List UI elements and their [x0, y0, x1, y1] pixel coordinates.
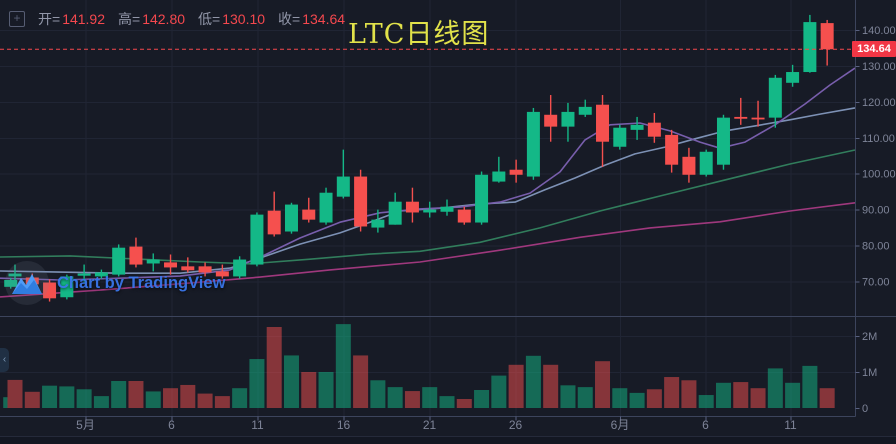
- tradingview-watermark[interactable]: Chart by TradingView: [5, 261, 225, 305]
- candle-body: [215, 271, 229, 277]
- price-axis-label: 120.00: [862, 97, 896, 109]
- candle-body: [440, 206, 454, 212]
- candle-body: [388, 201, 402, 225]
- candle-body: [302, 209, 316, 220]
- candle-body: [129, 246, 143, 265]
- price-axis-label: 90.00: [862, 205, 890, 217]
- ma-fast-purple: [0, 67, 856, 281]
- candle-body: [768, 77, 782, 118]
- time-axis-label: 16: [337, 418, 351, 432]
- time-axis-label: 6月: [611, 418, 630, 432]
- axis-labels[interactable]: 140.00 130.00 120.00 110.00 100.00 90.00 80.00…: [76, 25, 896, 432]
- legend-open: 开= 141.92: [38, 11, 106, 27]
- candle-body: [578, 106, 592, 115]
- candle-body: [734, 116, 748, 119]
- close-value: 134.64: [302, 11, 346, 27]
- current-price-badge: 134.64: [852, 41, 896, 57]
- legend-low: 低= 130.10: [198, 11, 266, 27]
- high-value: 142.80: [142, 11, 186, 27]
- candle-body: [146, 259, 160, 264]
- candle-body: [233, 259, 247, 277]
- candle-body: [371, 219, 385, 228]
- candle-body: [544, 114, 558, 127]
- candle-body: [423, 209, 437, 213]
- candle-body: [8, 273, 22, 277]
- candle-body: [716, 117, 730, 165]
- candle-body: [492, 171, 506, 182]
- candle-body: [43, 282, 57, 299]
- candle-body: [475, 174, 489, 223]
- candle-body: [647, 122, 661, 137]
- watermark-label: Chart by TradingView: [57, 273, 226, 292]
- price-axis-label: 80.00: [862, 241, 890, 253]
- price-axis-label: 100.00: [862, 169, 896, 181]
- volume-bars: [3, 324, 835, 408]
- bottom-toolbar-strip: [0, 436, 896, 444]
- candle-body: [112, 247, 126, 275]
- time-axis-label: 6: [168, 418, 175, 432]
- candles-layer: [4, 14, 834, 302]
- time-axis-label: 21: [423, 418, 437, 432]
- candle-body: [699, 151, 713, 175]
- candle-body: [198, 266, 212, 273]
- low-value: 130.10: [222, 11, 266, 27]
- candle-body: [181, 266, 195, 271]
- candle-body: [561, 111, 575, 127]
- candle-body: [682, 156, 696, 175]
- pane-collapse-button[interactable]: ‹: [0, 348, 9, 372]
- candle-body: [613, 127, 627, 147]
- candle-body: [509, 169, 523, 175]
- time-axis-label: 11: [251, 418, 264, 432]
- candle-body: [596, 104, 610, 142]
- time-axis-label: 6: [702, 418, 709, 432]
- candle-body: [665, 134, 679, 165]
- price-axis-label: 130.00: [862, 61, 896, 73]
- candle-body: [405, 201, 419, 213]
- volume-axis-label: 0: [862, 403, 868, 415]
- candle-body: [786, 72, 800, 83]
- candle-body: [526, 111, 540, 177]
- tradingview-logo-icon: [5, 261, 49, 305]
- axis-ticks: [85, 30, 860, 421]
- price-axis-label: 110.00: [862, 133, 895, 145]
- ma-long-magenta: [0, 202, 856, 298]
- page-title: LTC日线图: [348, 19, 490, 50]
- candle-body: [94, 272, 108, 277]
- time-axis-label: 26: [509, 418, 523, 432]
- candle-body: [164, 262, 178, 268]
- add-compare-icon[interactable]: +: [9, 11, 25, 27]
- candle-body: [319, 192, 333, 223]
- legend-high: 高= 142.80: [118, 11, 186, 27]
- logo-mountain-icon: [12, 274, 42, 294]
- candle-body: [4, 280, 18, 287]
- candle-body: [820, 23, 834, 50]
- candle-body: [630, 124, 644, 130]
- volume-axis-label: 1M: [862, 367, 877, 379]
- time-axis-label: 11: [784, 418, 797, 432]
- price-axis-label: 70.00: [862, 276, 890, 288]
- axes: [0, 0, 896, 421]
- candle-body: [77, 273, 91, 276]
- candle-body: [284, 204, 298, 232]
- legend-close: 收= 134.64: [278, 11, 346, 27]
- candle-body: [267, 210, 281, 235]
- candle-body: [336, 176, 350, 197]
- time-axis-label: 5月: [76, 418, 95, 432]
- open-value: 141.92: [62, 11, 106, 27]
- candle-body: [354, 176, 368, 227]
- candle-body: [60, 276, 74, 298]
- candle-body: [803, 22, 817, 73]
- ohlc-legend: + 开= 141.92 高= 142.80 低= 130.10 收= 134.6…: [9, 11, 345, 27]
- candle-body: [457, 209, 471, 223]
- price-axis-label: 140.00: [862, 25, 896, 37]
- volume-axis-label: 2M: [862, 331, 877, 343]
- candle-body: [250, 214, 264, 265]
- ma-slow-green: [0, 149, 856, 265]
- candle-body: [751, 117, 765, 120]
